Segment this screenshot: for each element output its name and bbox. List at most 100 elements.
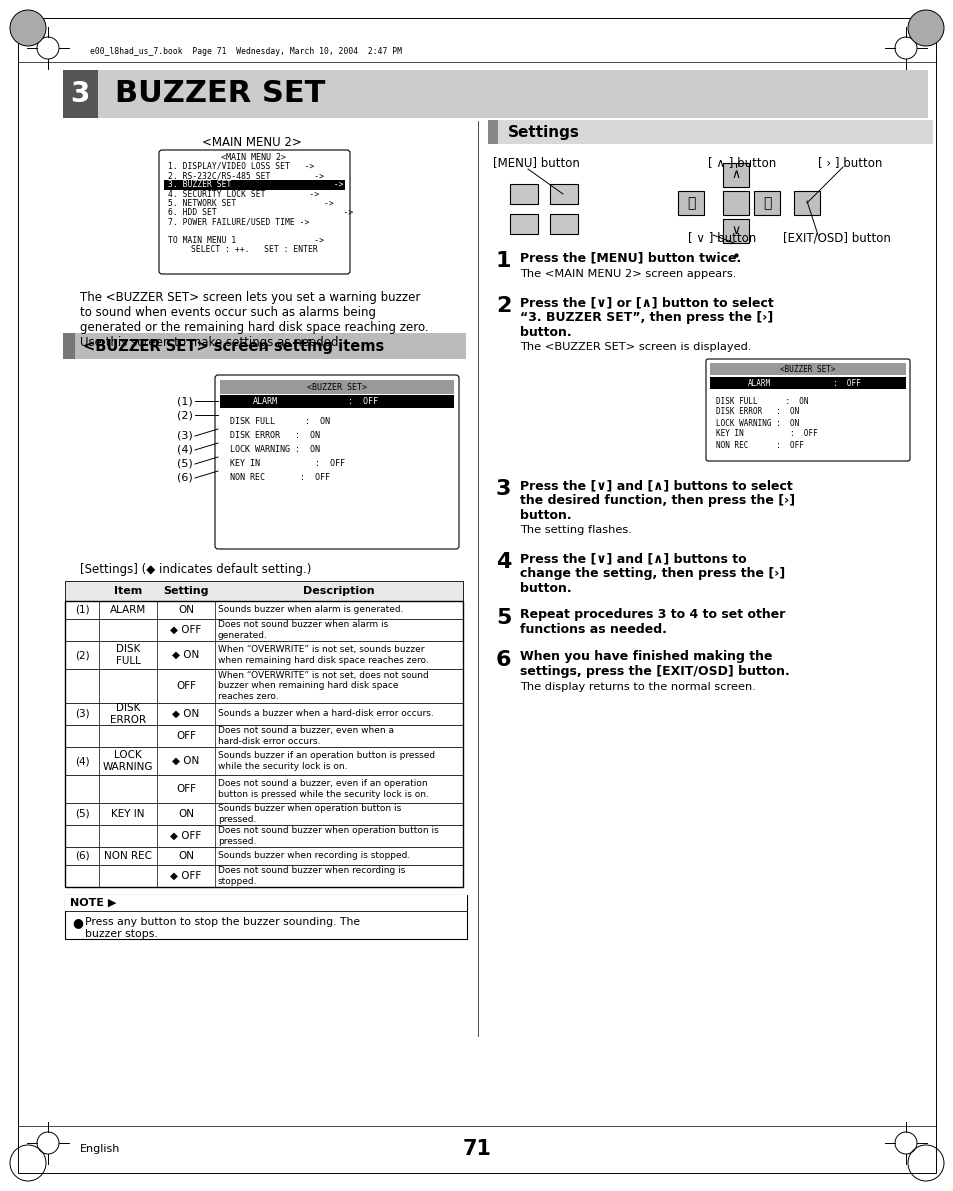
Text: Settings: Settings <box>507 125 579 139</box>
Bar <box>164 180 345 189</box>
Text: DISK FULL      :  ON: DISK FULL : ON <box>230 418 330 426</box>
Text: ON: ON <box>178 809 193 819</box>
Text: 6: 6 <box>496 650 511 671</box>
Text: Repeat procedures 3 to 4 to set other
functions as needed.: Repeat procedures 3 to 4 to set other fu… <box>519 607 784 636</box>
Text: 71: 71 <box>462 1139 491 1159</box>
Text: Does not sound a buzzer, even when a
hard-disk error occurs.: Does not sound a buzzer, even when a har… <box>218 727 394 746</box>
Text: Description: Description <box>303 586 375 596</box>
Text: DISK
FULL: DISK FULL <box>115 644 140 666</box>
Bar <box>65 725 462 747</box>
Bar <box>220 380 454 394</box>
Text: LOCK WARNING :  ON: LOCK WARNING : ON <box>230 445 319 455</box>
Text: (6): (6) <box>177 473 193 484</box>
Bar <box>722 191 748 216</box>
Text: BUZZER SET: BUZZER SET <box>115 80 325 108</box>
Bar <box>550 183 578 204</box>
Bar <box>63 333 465 358</box>
Text: Use this screen to make settings as needed.: Use this screen to make settings as need… <box>80 336 342 349</box>
Text: NON REC       :  OFF: NON REC : OFF <box>230 474 330 482</box>
Text: LOCK WARNING :  ON: LOCK WARNING : ON <box>716 418 799 428</box>
Bar <box>678 191 703 216</box>
Text: (6): (6) <box>74 852 90 861</box>
Text: LOCK
WARNING: LOCK WARNING <box>103 750 153 772</box>
Text: 1: 1 <box>496 251 511 272</box>
Text: Sounds buzzer when alarm is generated.: Sounds buzzer when alarm is generated. <box>218 605 403 615</box>
Text: 〉: 〉 <box>762 197 770 210</box>
Bar <box>65 803 462 825</box>
Text: ON: ON <box>178 852 193 861</box>
Text: ON: ON <box>178 605 193 615</box>
Text: The <BUZZER SET> screen lets you set a warning buzzer: The <BUZZER SET> screen lets you set a w… <box>80 291 420 304</box>
Bar <box>63 70 98 118</box>
Text: ◆ ON: ◆ ON <box>172 756 199 766</box>
Text: (2): (2) <box>177 410 193 420</box>
Text: [ ∨ ] button: [ ∨ ] button <box>687 231 756 244</box>
Text: Sounds buzzer when operation button is
pressed.: Sounds buzzer when operation button is p… <box>218 804 401 824</box>
Text: 4: 4 <box>496 551 511 572</box>
Text: (3): (3) <box>74 709 90 719</box>
Bar <box>65 775 462 803</box>
FancyBboxPatch shape <box>214 375 458 549</box>
Text: NON REC: NON REC <box>104 852 152 861</box>
Text: DISK ERROR   :  ON: DISK ERROR : ON <box>230 431 319 441</box>
Bar <box>65 865 462 887</box>
Text: [ ∧ ] button: [ ∧ ] button <box>707 156 776 169</box>
Text: (1): (1) <box>74 605 90 615</box>
Text: Press the [MENU] button twice.: Press the [MENU] button twice. <box>519 251 740 264</box>
Bar <box>722 163 748 187</box>
Text: 5. NETWORK SET                  ->: 5. NETWORK SET -> <box>168 199 334 208</box>
Text: KEY IN           :  OFF: KEY IN : OFF <box>230 460 345 468</box>
Bar <box>65 894 467 911</box>
Text: The <BUZZER SET> screen is displayed.: The <BUZZER SET> screen is displayed. <box>519 342 751 353</box>
Text: [EXIT/OSD] button: [EXIT/OSD] button <box>782 231 890 244</box>
Circle shape <box>10 10 46 46</box>
Text: TO MAIN MENU 1                ->: TO MAIN MENU 1 -> <box>168 236 324 245</box>
Text: NON REC      :  OFF: NON REC : OFF <box>716 441 803 449</box>
Text: <MAIN MENU 2>: <MAIN MENU 2> <box>202 137 301 150</box>
Bar <box>488 120 932 144</box>
Text: :  OFF: : OFF <box>348 397 377 405</box>
Text: ALARM: ALARM <box>747 379 770 387</box>
Bar <box>65 619 462 641</box>
Text: generated or the remaining hard disk space reaching zero.: generated or the remaining hard disk spa… <box>80 322 428 333</box>
Text: (4): (4) <box>177 445 193 455</box>
Bar <box>753 191 780 216</box>
Text: OFF: OFF <box>175 681 195 691</box>
Text: ◆ ON: ◆ ON <box>172 650 199 660</box>
Bar <box>65 641 462 669</box>
Text: OFF: OFF <box>175 731 195 741</box>
Text: When you have finished making the
settings, press the [EXIT/OSD] button.: When you have finished making the settin… <box>519 650 789 678</box>
Text: Press any button to stop the buzzer sounding. The: Press any button to stop the buzzer soun… <box>85 917 359 927</box>
Bar <box>65 747 462 775</box>
Circle shape <box>907 10 943 46</box>
Bar <box>793 191 820 216</box>
Text: SELECT : ++.   SET : ENTER: SELECT : ++. SET : ENTER <box>191 245 317 255</box>
Text: 1. DISPLAY/VIDEO LOSS SET   ->: 1. DISPLAY/VIDEO LOSS SET -> <box>168 162 314 170</box>
Bar <box>488 120 497 144</box>
Text: ◆ OFF: ◆ OFF <box>171 625 201 635</box>
Text: 4. SECURITY LOCK SET         ->: 4. SECURITY LOCK SET -> <box>168 189 319 199</box>
Text: When “OVERWRITE” is not set, does not sound
buzzer when remaining hard disk spac: When “OVERWRITE” is not set, does not so… <box>218 671 428 700</box>
Bar <box>65 847 462 865</box>
Text: English: English <box>80 1145 120 1154</box>
Text: The display returns to the normal screen.: The display returns to the normal screen… <box>519 682 755 692</box>
Text: Press the [∨] or [∧] button to select
“3. BUZZER SET”, then press the [›]
button: Press the [∨] or [∧] button to select “3… <box>519 297 773 339</box>
Text: [ › ] button: [ › ] button <box>817 156 882 169</box>
Text: ALARM: ALARM <box>253 397 277 405</box>
Bar <box>709 378 905 389</box>
Bar <box>510 183 537 204</box>
Text: 6. HDD SET                          ->: 6. HDD SET -> <box>168 208 353 217</box>
Text: Sounds a buzzer when a hard-disk error occurs.: Sounds a buzzer when a hard-disk error o… <box>218 710 434 718</box>
Bar <box>65 601 462 887</box>
Text: DISK
ERROR: DISK ERROR <box>110 703 146 725</box>
Text: Does not sound buzzer when recording is
stopped.: Does not sound buzzer when recording is … <box>218 866 405 886</box>
Bar <box>510 214 537 233</box>
Text: DISK FULL      :  ON: DISK FULL : ON <box>716 397 807 405</box>
Text: 3: 3 <box>496 479 511 499</box>
Bar <box>65 581 462 601</box>
Bar <box>65 669 462 703</box>
Text: [Settings] (◆ indicates default setting.): [Settings] (◆ indicates default setting.… <box>80 563 311 576</box>
Text: KEY IN: KEY IN <box>112 809 145 819</box>
Text: Press the [∨] and [∧] buttons to select
the desired function, then press the [›]: Press the [∨] and [∧] buttons to select … <box>519 479 794 522</box>
Text: buzzer stops.: buzzer stops. <box>85 929 157 939</box>
